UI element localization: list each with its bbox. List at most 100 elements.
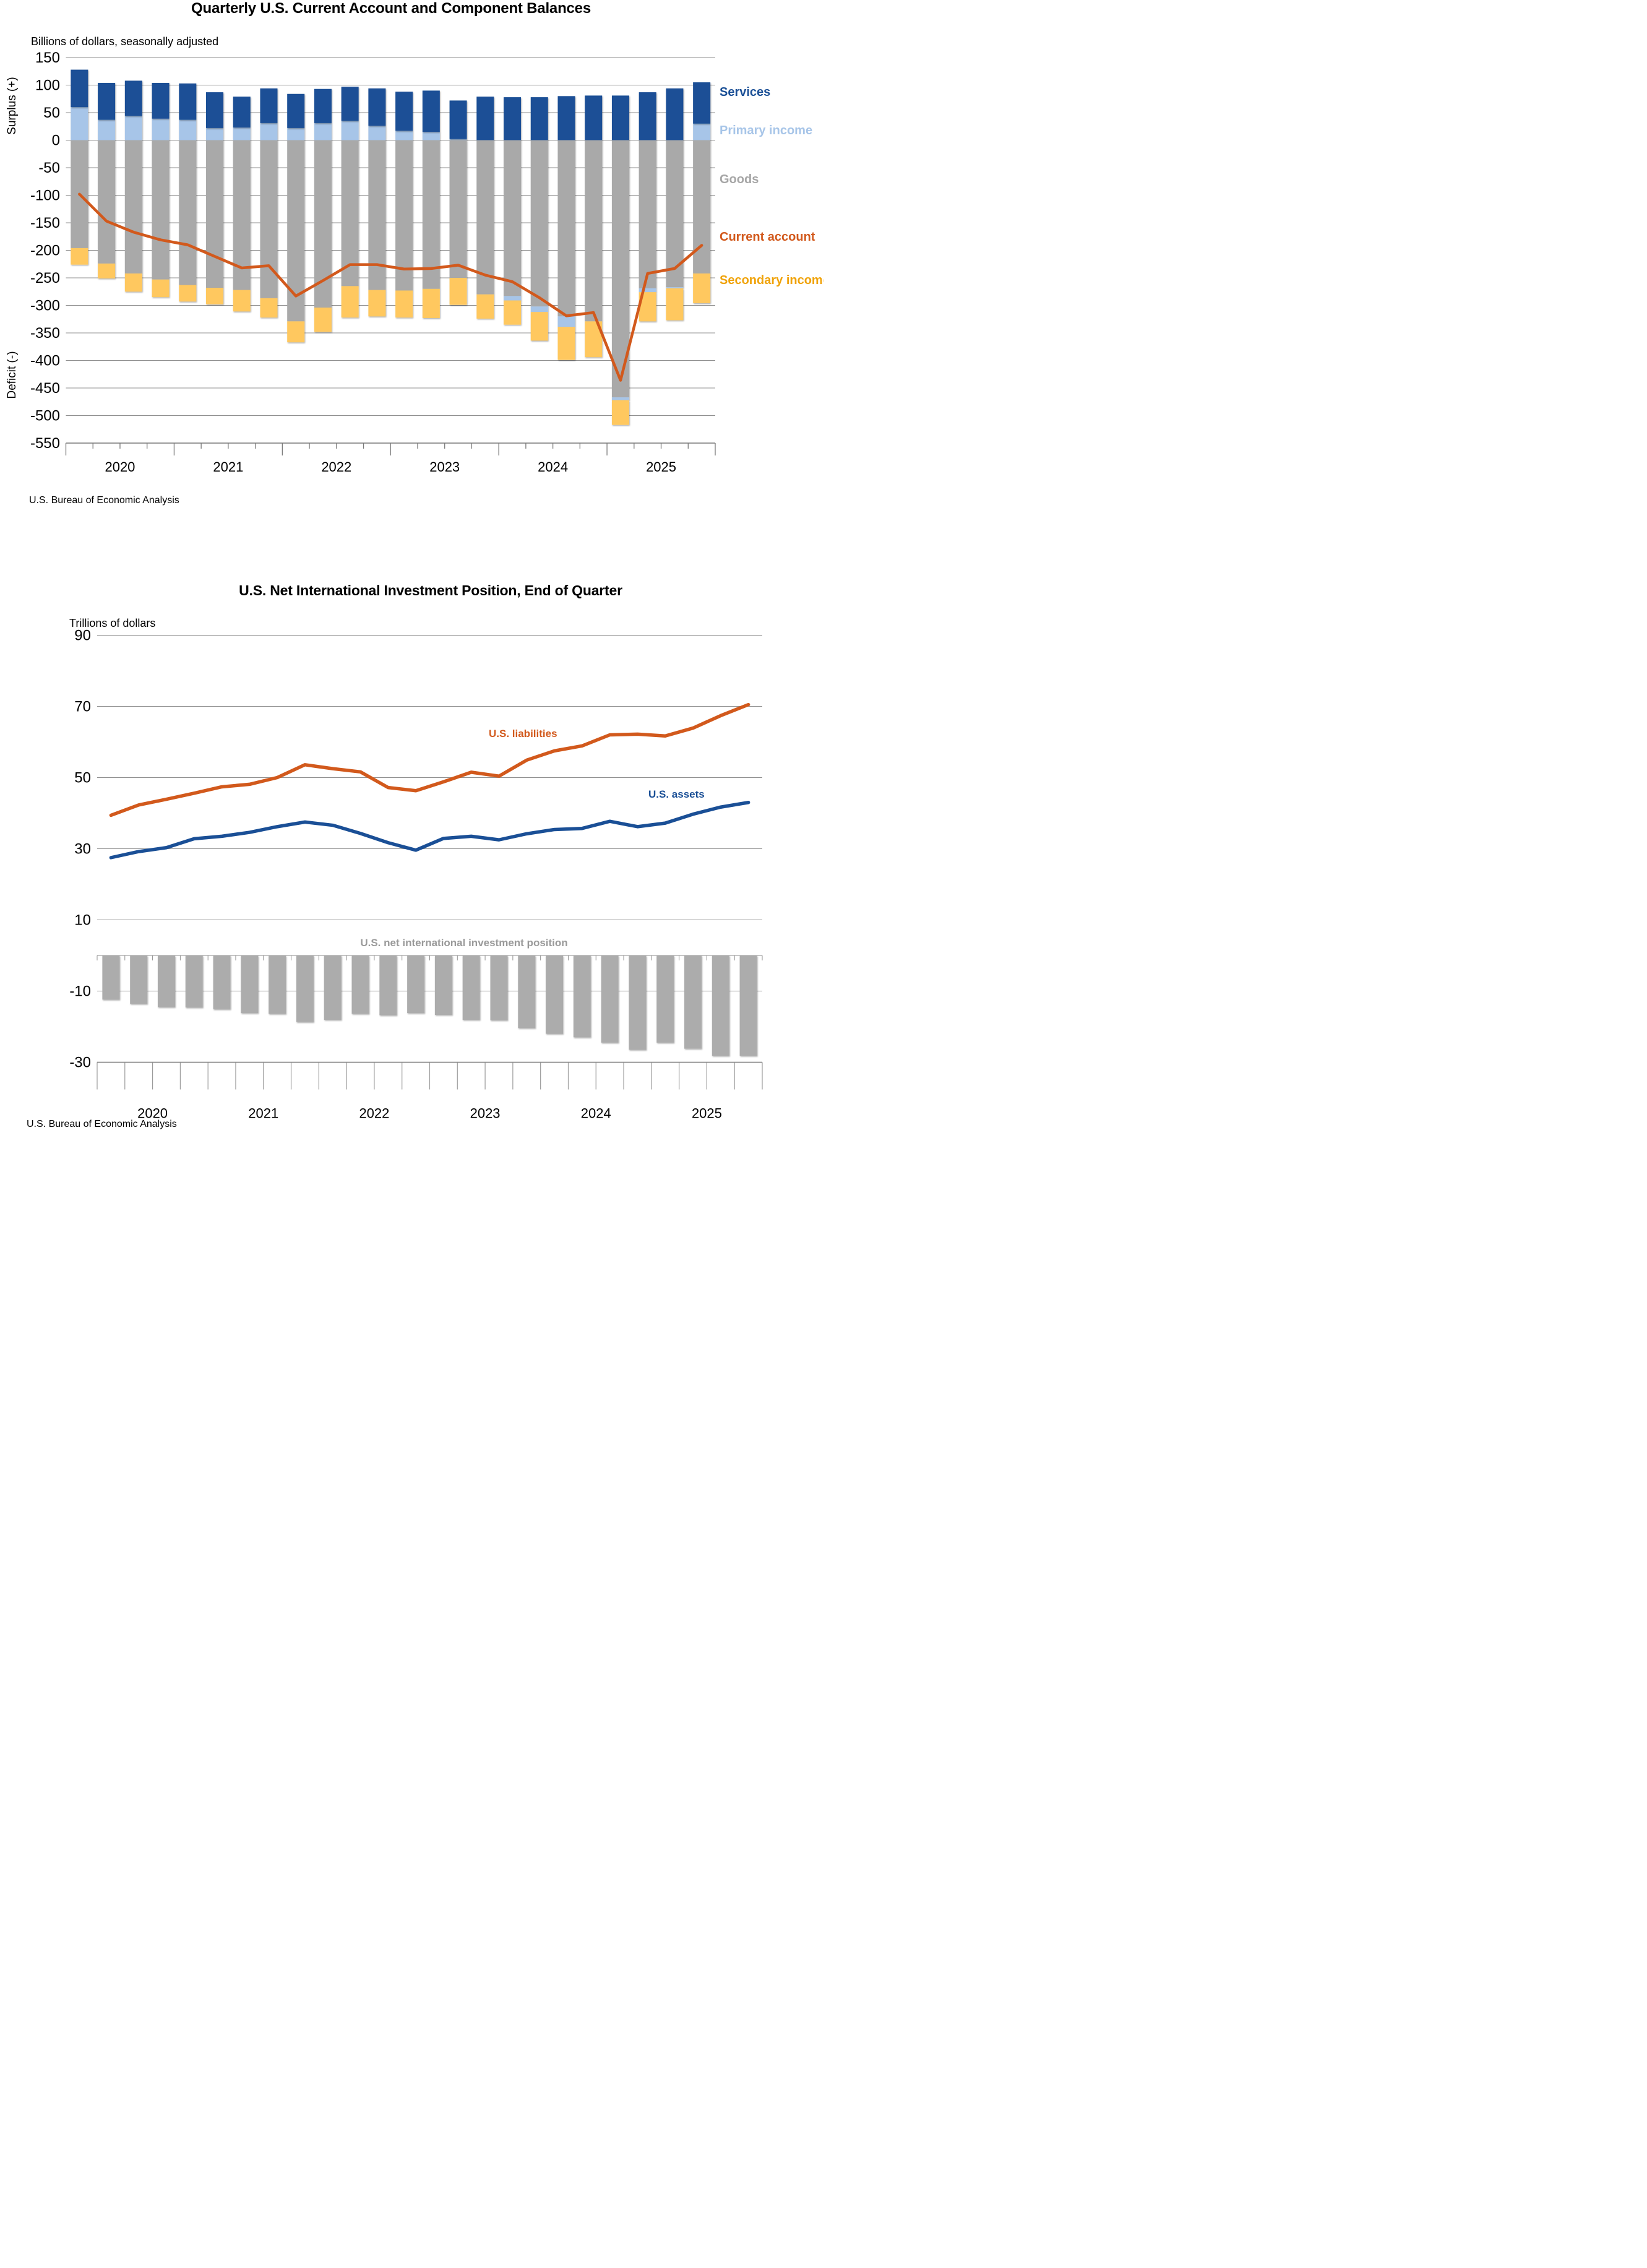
current-account-line — [78, 192, 703, 382]
bar-niip-2023-Q2 — [462, 955, 480, 1020]
bar-primary-income-2020-Q1 — [71, 107, 88, 140]
bar-services-2024-Q1 — [504, 97, 522, 140]
bar-secondary-income-2022-Q4 — [368, 290, 386, 317]
bar-primary-income-2025-Q4 — [693, 123, 711, 140]
bar-goods-2024-Q3 — [557, 140, 575, 317]
bar-goods-2023-Q1 — [395, 140, 413, 291]
bar-niip-2021-Q4 — [296, 955, 314, 1022]
bar-services-2020-Q3 — [124, 80, 142, 116]
bar-niip-2024-Q3 — [601, 955, 619, 1043]
bar-primary-income-2020-Q4 — [152, 118, 170, 140]
bar-services-2022-Q3 — [341, 87, 359, 121]
bar-goods-2021-Q1 — [179, 140, 197, 285]
bar-goods-2021-Q2 — [206, 140, 224, 288]
bar-niip-2025-Q4 — [739, 955, 757, 1056]
bar-niip-2025-Q3 — [712, 955, 729, 1056]
x-axis-year-label-2025: 2025 — [646, 459, 676, 475]
bar-niip-2021-Q1 — [213, 955, 231, 1009]
current-account-chart-title: Quarterly U.S. Current Account and Compo… — [191, 0, 591, 17]
bar-secondary-income-2020-Q2 — [98, 263, 116, 278]
bar-goods-2024-Q1 — [504, 140, 522, 296]
y-tick-label--100: -100 — [30, 188, 60, 204]
legend-label-current-account: Current account — [720, 230, 815, 244]
bar-goods-2025-Q3 — [666, 140, 684, 288]
bar-services-2020-Q4 — [152, 82, 170, 119]
bar-niip-2020-Q2 — [130, 955, 148, 1004]
bar-niip-2022-Q3 — [379, 955, 397, 1015]
bar-services-2025-Q2 — [639, 92, 656, 140]
bar-primary-income-2023-Q3 — [449, 139, 467, 140]
bar-niip-2020-Q3 — [157, 955, 175, 1007]
bar-goods-2025-Q2 — [639, 140, 656, 288]
legend-label-secondary-income: Secondary income — [720, 274, 824, 287]
y-tick-label--400: -400 — [30, 353, 60, 369]
bar-goods-2024-Q2 — [530, 140, 548, 307]
bar-primary-income-2020-Q3 — [124, 116, 142, 140]
line-us-assets — [109, 801, 750, 860]
bar-goods-2020-Q4 — [152, 140, 170, 280]
bar-niip-2025-Q1 — [656, 955, 674, 1043]
bar-services-2021-Q3 — [233, 97, 251, 128]
x-axis-year-label-2024: 2024 — [581, 1106, 611, 1121]
x-axis-year-label-2020: 2020 — [105, 459, 135, 475]
bar-primary-income-2025-Q1 — [611, 397, 629, 400]
bar-services-2020-Q2 — [98, 82, 116, 120]
niip-units-label: Trillions of dollars — [69, 617, 156, 629]
bar-goods-2024-Q4 — [585, 140, 603, 322]
bar-niip-2022-Q1 — [324, 955, 342, 1020]
current-account-units-label: Billions of dollars, seasonally adjusted — [31, 35, 219, 48]
bar-primary-income-2021-Q3 — [233, 127, 251, 140]
x-axis-year-label-2024: 2024 — [538, 459, 568, 475]
bar-secondary-income-2023-Q3 — [449, 278, 467, 305]
bar-primary-income-2022-Q1 — [287, 127, 305, 140]
bar-primary-income-2024-Q2 — [530, 306, 548, 313]
y-tick-label-50: 50 — [43, 105, 60, 121]
bar-primary-income-2020-Q2 — [98, 119, 116, 140]
bar-niip-2020-Q4 — [185, 955, 203, 1007]
bar-services-2023-Q3 — [449, 100, 467, 139]
bar-goods-2023-Q3 — [449, 140, 467, 278]
y-tick-label--150: -150 — [30, 215, 60, 231]
bar-secondary-income-2022-Q1 — [287, 321, 305, 343]
bar-goods-2022-Q3 — [341, 140, 359, 287]
y-tick-label--50: -50 — [38, 160, 60, 176]
bar-niip-2021-Q3 — [269, 955, 286, 1014]
y-tick-label--30: -30 — [69, 1054, 91, 1071]
bar-secondary-income-2021-Q1 — [179, 285, 197, 302]
bar-secondary-income-2021-Q3 — [233, 290, 251, 312]
bar-niip-2023-Q4 — [518, 955, 536, 1028]
bar-services-2024-Q2 — [530, 97, 548, 140]
bar-primary-income-2021-Q4 — [260, 123, 278, 140]
bar-goods-2025-Q4 — [693, 140, 711, 274]
bar-services-2023-Q4 — [476, 97, 494, 140]
bar-secondary-income-2022-Q2 — [314, 308, 332, 332]
bar-secondary-income-2024-Q3 — [557, 327, 575, 360]
bar-goods-2023-Q4 — [476, 140, 494, 295]
bar-niip-2024-Q1 — [546, 955, 564, 1034]
bar-services-2025-Q1 — [611, 95, 629, 140]
annotation-niip: U.S. net international investment positi… — [360, 937, 568, 949]
bar-niip-2021-Q2 — [241, 955, 259, 1014]
x-axis-year-label-2023: 2023 — [470, 1106, 501, 1121]
bar-primary-income-2025-Q3 — [666, 287, 684, 288]
bar-niip-2023-Q1 — [434, 955, 452, 1015]
bar-secondary-income-2020-Q3 — [124, 273, 142, 292]
bar-primary-income-2022-Q4 — [368, 126, 386, 140]
bar-services-2023-Q1 — [395, 92, 413, 131]
bar-niip-2020-Q1 — [102, 955, 120, 1000]
bar-services-2024-Q3 — [557, 96, 575, 140]
bar-secondary-income-2023-Q1 — [395, 290, 413, 318]
bar-primary-income-2022-Q3 — [341, 121, 359, 140]
line-us-liabilities — [109, 702, 750, 817]
bar-services-2021-Q4 — [260, 88, 278, 123]
bar-services-2021-Q1 — [179, 83, 197, 120]
y-tick-label--550: -550 — [30, 435, 60, 452]
y-tick-label-90: 90 — [74, 629, 91, 644]
bar-primary-income-2022-Q2 — [314, 123, 332, 140]
y-tick-label-0: 0 — [52, 132, 60, 149]
x-axis-year-label-2022: 2022 — [321, 459, 351, 475]
bar-niip-2022-Q2 — [351, 955, 369, 1014]
y-tick-label--500: -500 — [30, 408, 60, 425]
niip-chart-title: U.S. Net International Investment Positi… — [239, 582, 622, 598]
bar-goods-2023-Q2 — [422, 140, 440, 289]
